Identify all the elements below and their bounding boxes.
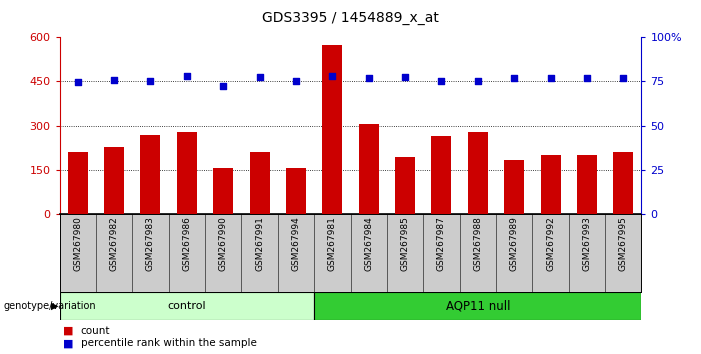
Bar (140, 135, 161, 214)
Bar (540, 155, 561, 214)
Text: GSM267994: GSM267994 (292, 217, 301, 271)
Point (618, 75, 629, 80)
Text: GSM267993: GSM267993 (583, 217, 592, 272)
Text: GSM267985: GSM267985 (400, 217, 409, 272)
Point (581, 75, 592, 80)
Text: ■: ■ (63, 326, 74, 336)
Bar (322, 45, 342, 214)
Bar (250, 152, 270, 214)
Bar (359, 124, 379, 214)
Point (327, 73, 338, 79)
Bar (395, 156, 415, 214)
Text: ■: ■ (63, 338, 74, 348)
Text: GSM267988: GSM267988 (473, 217, 482, 272)
Text: GSM267990: GSM267990 (219, 217, 228, 272)
Bar (504, 160, 524, 214)
Bar (177, 132, 197, 214)
Bar (104, 147, 124, 214)
Text: GSM267986: GSM267986 (182, 217, 191, 272)
Text: GSM267980: GSM267980 (74, 217, 82, 272)
FancyBboxPatch shape (314, 292, 641, 320)
Point (182, 73, 193, 79)
Text: GSM267982: GSM267982 (109, 217, 118, 271)
Bar (613, 152, 633, 214)
Point (508, 76, 519, 81)
Bar (68, 152, 88, 214)
Bar (577, 155, 597, 214)
Point (109, 77, 120, 82)
Text: GSM267983: GSM267983 (146, 217, 155, 272)
Bar (213, 169, 233, 214)
Text: GSM267992: GSM267992 (546, 217, 555, 271)
Point (472, 78, 484, 83)
Text: count: count (81, 326, 110, 336)
Point (254, 74, 265, 80)
Point (400, 74, 411, 80)
Bar (286, 169, 306, 214)
Text: GSM267981: GSM267981 (328, 217, 336, 272)
Point (145, 78, 156, 83)
Point (290, 78, 301, 83)
Text: GSM267984: GSM267984 (365, 217, 373, 271)
Point (217, 83, 229, 89)
Text: GSM267995: GSM267995 (619, 217, 627, 272)
FancyBboxPatch shape (60, 292, 314, 320)
Text: control: control (168, 301, 206, 311)
Text: GSM267987: GSM267987 (437, 217, 446, 272)
Text: AQP11 null: AQP11 null (446, 300, 510, 313)
Point (436, 79, 447, 84)
Text: GDS3395 / 1454889_x_at: GDS3395 / 1454889_x_at (262, 11, 439, 25)
Point (545, 75, 556, 80)
Text: genotype/variation: genotype/variation (4, 301, 96, 311)
Text: GSM267989: GSM267989 (510, 217, 519, 272)
Bar (468, 132, 488, 214)
Point (363, 75, 374, 81)
Text: percentile rank within the sample: percentile rank within the sample (81, 338, 257, 348)
Text: ▶: ▶ (50, 301, 58, 311)
Text: GSM267991: GSM267991 (255, 217, 264, 272)
Point (72, 80, 83, 85)
Bar (431, 136, 451, 214)
